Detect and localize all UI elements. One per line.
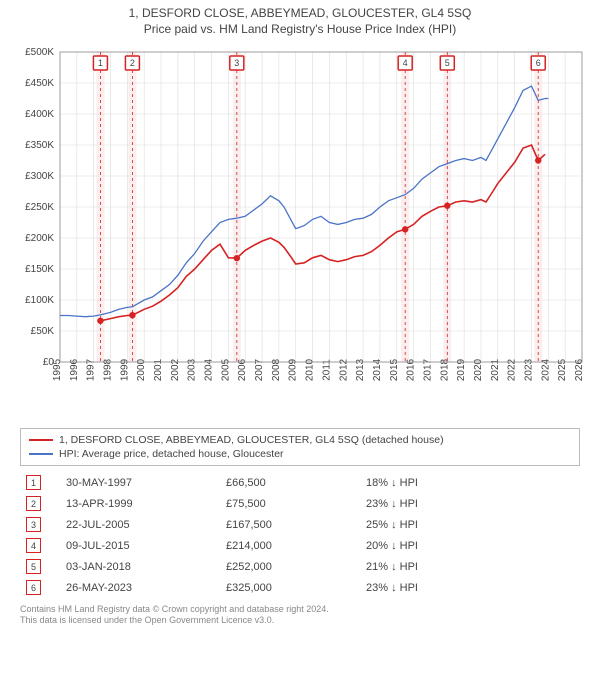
chart-title-main: 1, DESFORD CLOSE, ABBEYMEAD, GLOUCESTER,… (10, 6, 590, 20)
sales-table: 1 30-MAY-1997£66,50018% ↓ HPI 2 13-APR-1999… (20, 472, 580, 598)
table-row: 3 22-JUL-2005£167,50025% ↓ HPI (20, 514, 580, 535)
table-row: 2 13-APR-1999£75,50023% ↓ HPI (20, 493, 580, 514)
sale-delta: 21% ↓ HPI (360, 556, 580, 577)
svg-text:2: 2 (130, 58, 135, 68)
chart-svg: £0£50K£100K£150K£200K£250K£300K£350K£400… (10, 42, 590, 422)
sale-delta: 18% ↓ HPI (360, 472, 580, 493)
sale-price: £325,000 (220, 577, 360, 598)
table-row: 1 30-MAY-1997£66,50018% ↓ HPI (20, 472, 580, 493)
table-row: 6 26-MAY-2023£325,00023% ↓ HPI (20, 577, 580, 598)
svg-text:£300K: £300K (25, 171, 54, 182)
footer-line-1: Contains HM Land Registry data © Crown c… (20, 604, 580, 615)
chart-title-sub: Price paid vs. HM Land Registry's House … (10, 22, 590, 36)
sale-price: £75,500 (220, 493, 360, 514)
sale-price: £167,500 (220, 514, 360, 535)
chart-title-block: 1, DESFORD CLOSE, ABBEYMEAD, GLOUCESTER,… (0, 0, 600, 38)
svg-text:£50K: £50K (31, 326, 55, 337)
legend-swatch (29, 453, 53, 455)
sale-marker-cell: 2 (20, 493, 60, 514)
sale-marker-cell: 1 (20, 472, 60, 493)
svg-text:£100K: £100K (25, 295, 54, 306)
svg-text:4: 4 (403, 58, 408, 68)
chart-area: £0£50K£100K£150K£200K£250K£300K£350K£400… (10, 42, 590, 422)
sale-marker-icon: 1 (26, 475, 41, 490)
svg-text:£200K: £200K (25, 233, 54, 244)
svg-text:£500K: £500K (25, 47, 54, 58)
svg-text:£450K: £450K (25, 78, 54, 89)
svg-text:3: 3 (234, 58, 239, 68)
legend-box: 1, DESFORD CLOSE, ABBEYMEAD, GLOUCESTER,… (20, 428, 580, 466)
legend-row: HPI: Average price, detached house, Glou… (29, 447, 571, 461)
sale-price: £66,500 (220, 472, 360, 493)
sale-marker-icon: 5 (26, 559, 41, 574)
sale-marker-cell: 4 (20, 535, 60, 556)
sale-delta: 23% ↓ HPI (360, 577, 580, 598)
footer-line-2: This data is licensed under the Open Gov… (20, 615, 580, 626)
svg-text:£350K: £350K (25, 140, 54, 151)
legend-swatch (29, 439, 53, 441)
sale-marker-cell: 6 (20, 577, 60, 598)
sale-date: 09-JUL-2015 (60, 535, 220, 556)
sale-date: 30-MAY-1997 (60, 472, 220, 493)
legend-row: 1, DESFORD CLOSE, ABBEYMEAD, GLOUCESTER,… (29, 433, 571, 447)
sale-marker-icon: 4 (26, 538, 41, 553)
svg-text:£150K: £150K (25, 264, 54, 275)
footer-note: Contains HM Land Registry data © Crown c… (20, 604, 580, 627)
sale-marker-cell: 3 (20, 514, 60, 535)
svg-text:1: 1 (98, 58, 103, 68)
sale-marker-cell: 5 (20, 556, 60, 577)
svg-text:£400K: £400K (25, 109, 54, 120)
table-row: 4 09-JUL-2015£214,00020% ↓ HPI (20, 535, 580, 556)
sale-date: 13-APR-1999 (60, 493, 220, 514)
sale-date: 03-JAN-2018 (60, 556, 220, 577)
sale-delta: 25% ↓ HPI (360, 514, 580, 535)
sale-date: 26-MAY-2023 (60, 577, 220, 598)
legend-label: HPI: Average price, detached house, Glou… (59, 448, 284, 460)
sale-price: £214,000 (220, 535, 360, 556)
sale-date: 22-JUL-2005 (60, 514, 220, 535)
sale-marker-icon: 6 (26, 580, 41, 595)
table-row: 5 03-JAN-2018£252,00021% ↓ HPI (20, 556, 580, 577)
sale-delta: 23% ↓ HPI (360, 493, 580, 514)
sale-marker-icon: 3 (26, 517, 41, 532)
svg-text:5: 5 (445, 58, 450, 68)
sale-price: £252,000 (220, 556, 360, 577)
sale-marker-icon: 2 (26, 496, 41, 511)
legend-label: 1, DESFORD CLOSE, ABBEYMEAD, GLOUCESTER,… (59, 434, 444, 446)
sale-delta: 20% ↓ HPI (360, 535, 580, 556)
svg-text:6: 6 (536, 58, 541, 68)
svg-text:£250K: £250K (25, 202, 54, 213)
